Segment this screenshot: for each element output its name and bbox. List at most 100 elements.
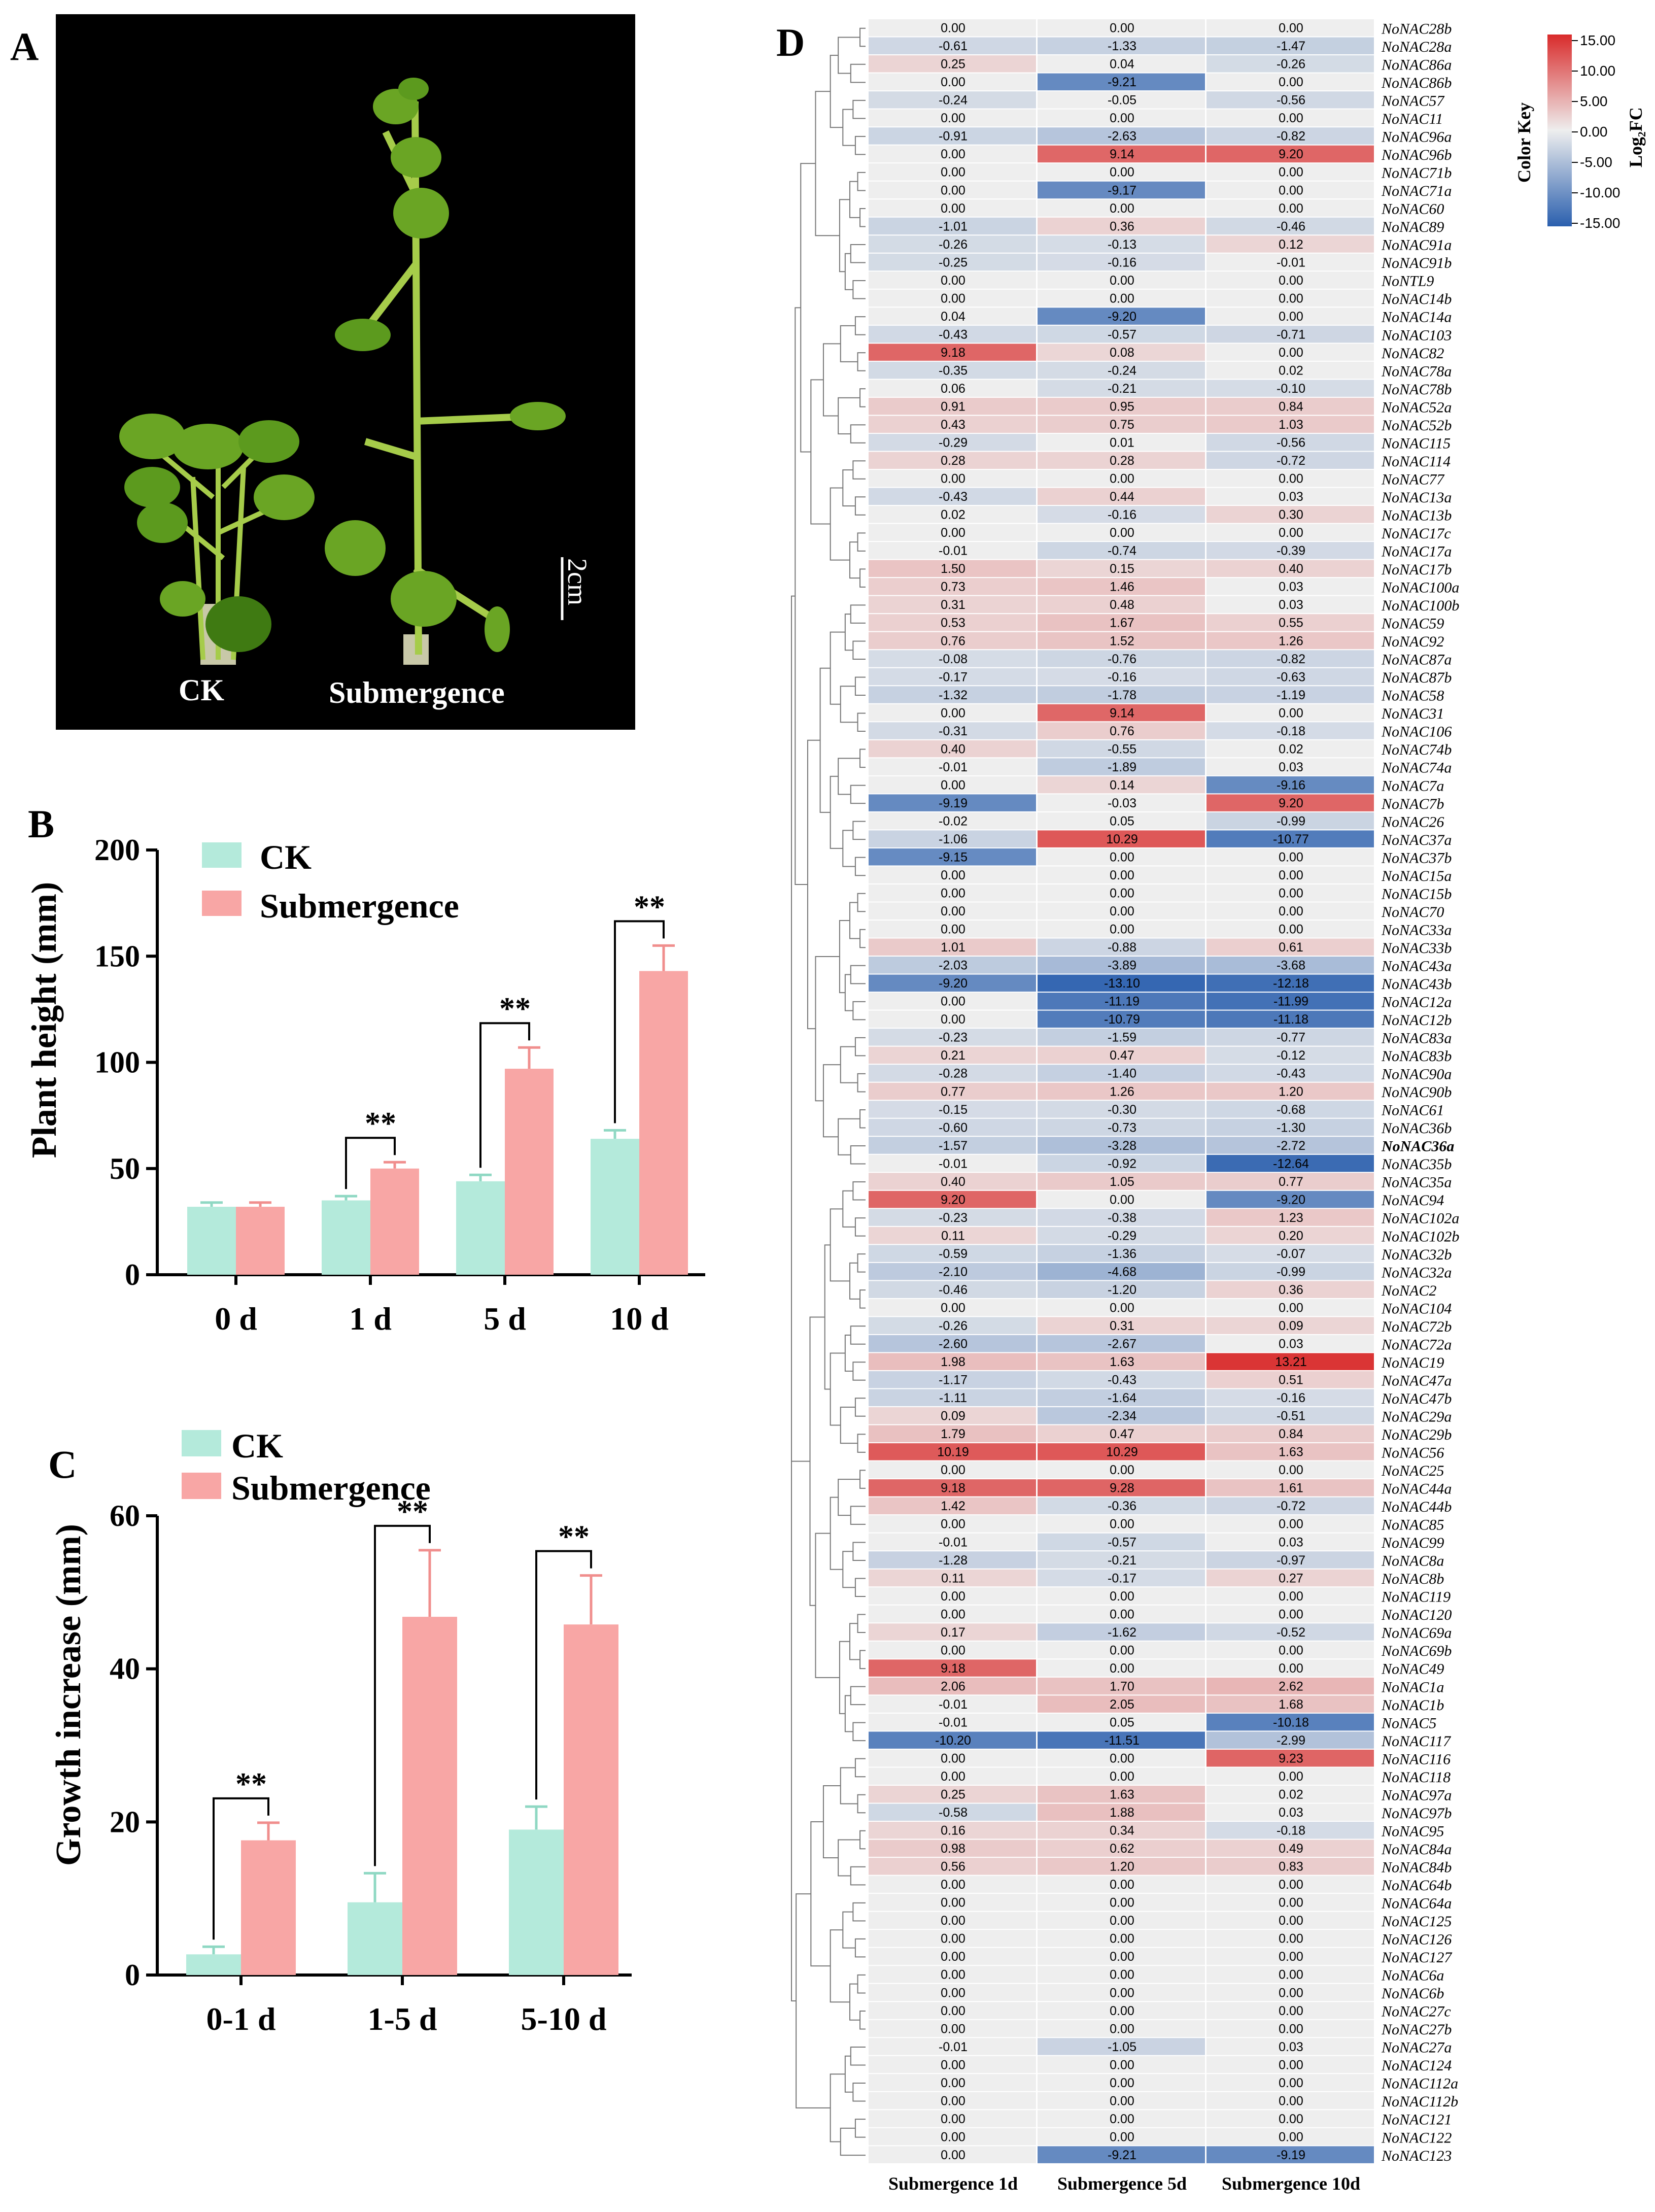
heatmap-cell-value: -1.19 — [1277, 688, 1305, 702]
heatmap-cell — [1206, 974, 1374, 992]
heatmap-cell-value: 0.00 — [1279, 1878, 1303, 1892]
heatmap-cell — [869, 289, 1036, 307]
heatmap-cell-value: 0.05 — [1110, 1715, 1134, 1729]
heatmap-cell — [869, 650, 1036, 667]
heatmap-cell — [1038, 1479, 1205, 1496]
heatmap-cell-value: 0.00 — [1279, 1463, 1303, 1477]
heatmap-cell-value: 0.00 — [1110, 1914, 1134, 1928]
heatmap-cell — [1206, 1245, 1374, 1262]
heatmap-cell-value: -0.30 — [1108, 1103, 1136, 1117]
x-tick-label: 10 d — [610, 1301, 669, 1337]
heatmap-cell-value: 0.00 — [941, 111, 966, 125]
heatmap-cell — [1206, 380, 1374, 397]
significance-bracket — [213, 1797, 269, 1940]
y-tick-label: 60 — [110, 1499, 140, 1533]
y-tick-label: 0 — [125, 1258, 140, 1291]
heatmap-cell — [1038, 19, 1205, 37]
dendrogram-branch — [854, 1938, 866, 1958]
heatmap-cell — [1206, 2146, 1374, 2163]
heatmap-cell — [1206, 524, 1374, 541]
heatmap-cell-value: -0.43 — [939, 327, 968, 342]
plant-photo: 2cm CK Submergence — [56, 14, 635, 730]
panel-letter-c: C — [48, 1442, 77, 1486]
heatmap-cell-value: -0.58 — [939, 1806, 968, 1820]
dendrogram-branch — [859, 208, 866, 227]
heatmap-cell-value: 0.00 — [941, 2004, 966, 2018]
heatmap-cell — [1206, 1858, 1374, 1875]
heatmap-cell-value: -0.91 — [939, 129, 968, 144]
heatmap-cell-value: -0.43 — [1277, 1067, 1305, 1081]
dendrogram-branch — [857, 1974, 866, 1994]
dendrogram-branch — [844, 2055, 853, 2093]
heatmap-cell — [869, 1876, 1036, 1893]
heatmap-cell — [1038, 506, 1205, 523]
heatmap-cell-value: 0.48 — [1110, 598, 1134, 612]
color-key-tick-label: 0.00 — [1580, 124, 1608, 140]
gene-label: NoNAC15b — [1381, 886, 1452, 902]
heatmap-cell — [1206, 776, 1374, 794]
heatmap-cell — [1206, 993, 1374, 1010]
heatmap-cell — [1206, 2074, 1374, 2091]
gene-label: NoNAC60 — [1381, 201, 1444, 218]
ck-stems — [150, 445, 286, 660]
heatmap-cell-value: 0.00 — [941, 1607, 966, 1621]
heatmap-cell-value: -0.16 — [1108, 670, 1136, 684]
y-axis-title-b: Plant height (mm) — [25, 882, 64, 1158]
heatmap-cell-value: 0.03 — [1279, 1806, 1303, 1820]
heatmap-cell-value: 0.00 — [1279, 1914, 1303, 1928]
column-label: Submergence 10d — [1222, 2173, 1360, 2194]
heatmap-cell-value: 9.20 — [1279, 796, 1303, 810]
heatmap-cell-value: 0.00 — [1110, 1193, 1134, 1207]
heatmap-cell — [1206, 361, 1374, 379]
dendrogram-branch — [854, 1398, 866, 1417]
heatmap-cell-value: 0.08 — [1110, 346, 1134, 360]
heatmap-cell — [1038, 1659, 1205, 1677]
heatmap-cell-value: -1.30 — [1277, 1120, 1305, 1135]
heatmap-cell — [1206, 1101, 1374, 1118]
heatmap-cell-value: -1.32 — [939, 688, 968, 702]
heatmap-cell-value: -0.08 — [939, 652, 968, 666]
dendrogram-branch — [859, 2010, 866, 2030]
heatmap-cell-value: 0.00 — [941, 1643, 966, 1657]
gene-label: NoNAC102b — [1381, 1228, 1459, 1245]
ck-leaf — [137, 502, 188, 543]
heatmap-cell-value: 0.00 — [1279, 2004, 1303, 2018]
heatmap-cell-value: 0.00 — [1279, 887, 1303, 901]
heatmap-cell — [1038, 1281, 1205, 1298]
heatmap-cell-value: -0.99 — [1277, 814, 1305, 828]
heatmap-cell-value: -1.59 — [1108, 1031, 1136, 1045]
heatmap-cell-value: 1.88 — [1110, 1806, 1134, 1820]
dendrogram-branch — [844, 1334, 853, 1372]
dendrogram-branch — [850, 1686, 866, 1706]
heatmap-cell-value: -0.01 — [939, 1535, 968, 1549]
heatmap-cell-value: 0.56 — [941, 1860, 966, 1874]
gene-label: NoNAC83a — [1381, 1030, 1452, 1047]
gene-label: NoNAC126 — [1381, 1931, 1452, 1948]
heatmap-cell — [1038, 830, 1205, 847]
heatmap-cell-value: 0.00 — [1279, 706, 1303, 720]
heatmap-cell — [1038, 199, 1205, 217]
x-tick-label: 1-5 d — [368, 2001, 437, 2037]
legend-label-ck: CK — [231, 1426, 283, 1465]
heatmap-cell-value: 0.47 — [1110, 1048, 1134, 1063]
heatmap-cell-value: 1.23 — [1279, 1211, 1303, 1225]
heatmap-cell — [1038, 1894, 1205, 1911]
heatmap-cell — [1038, 596, 1205, 614]
heatmap-cell — [869, 488, 1036, 505]
heatmap-cell — [1038, 1173, 1205, 1190]
heatmap-cell — [869, 1659, 1036, 1677]
heatmap-cell — [1038, 668, 1205, 686]
dendrogram-branch — [850, 63, 866, 83]
x-tick-label: 1 d — [349, 1301, 392, 1337]
y-tick-label: 150 — [94, 939, 140, 973]
heatmap-cell — [869, 397, 1036, 415]
heatmap-cell-value: 1.63 — [1279, 1445, 1303, 1459]
heatmap-cell — [1206, 596, 1374, 614]
heatmap-cell — [869, 1245, 1036, 1262]
gene-label: NoNAC58 — [1381, 688, 1444, 704]
heatmap-cell — [1038, 1245, 1205, 1262]
heatmap-cell — [869, 1263, 1036, 1280]
gene-label: NoNAC35b — [1381, 1156, 1452, 1173]
heatmap-cell — [1206, 1425, 1374, 1443]
gene-label: NoNAC74a — [1381, 760, 1452, 776]
